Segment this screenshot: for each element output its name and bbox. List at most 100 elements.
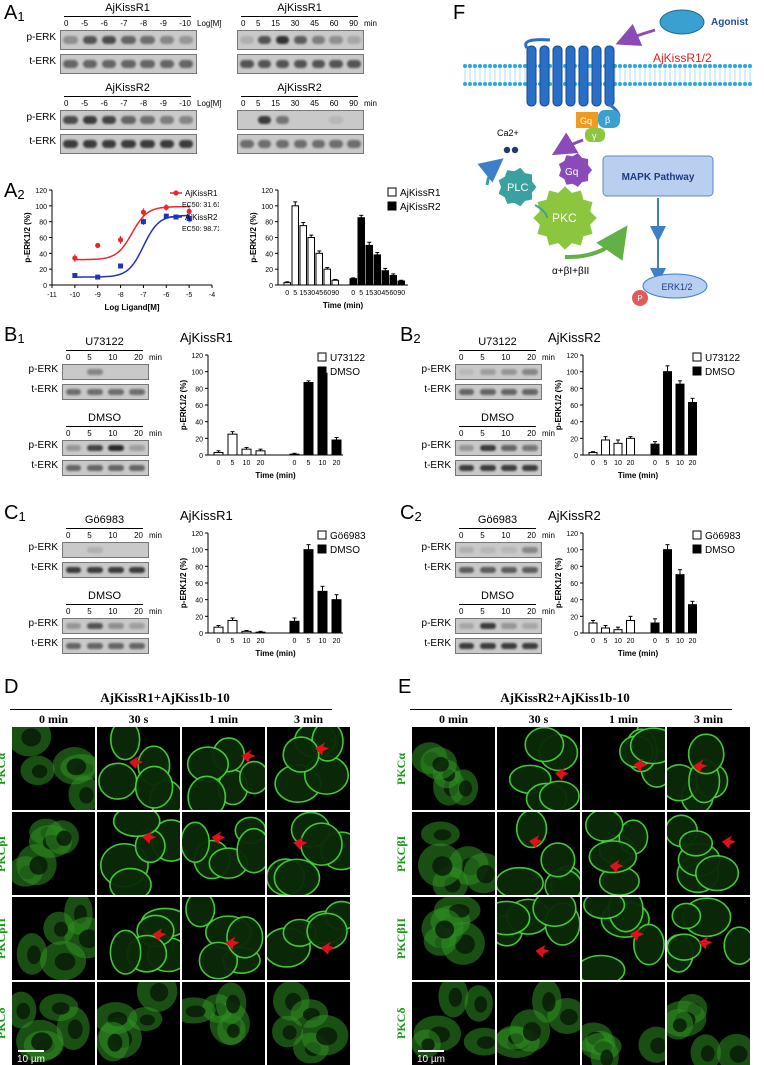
blot-band (501, 465, 517, 471)
y-tick-label: 120 (566, 531, 578, 538)
p-erk-label: p-ERK (421, 618, 451, 629)
y-tick-label: 60 (195, 403, 203, 410)
imaging-title-rule (10, 709, 332, 710)
pkc-row-label: PKCβII (394, 918, 408, 959)
x-tick-label: 10 (243, 460, 251, 467)
confocal-image (667, 982, 750, 1065)
blot-title-rule (64, 96, 191, 97)
x-tick-label: 5 (231, 460, 235, 467)
lane-label: 45 (310, 19, 319, 28)
p-erk-label: p-ERK (28, 440, 58, 451)
x-tick-label: 0 (293, 460, 297, 467)
blot-band (82, 36, 98, 44)
red-arrow-icon (320, 941, 335, 955)
lane-unit: min (149, 429, 162, 438)
confocal-image (267, 982, 350, 1065)
panel-header: AjKissR1 (180, 330, 233, 345)
imaging-title-rule (410, 709, 732, 710)
lane-label: -6 (100, 19, 108, 28)
confocal-image (412, 727, 495, 810)
data-point-AjKissR1 (140, 209, 147, 215)
lane-label: 5 (480, 353, 485, 362)
bar-DMSO (650, 622, 660, 634)
legend-swatch (317, 366, 327, 376)
x-tick-label: -9 (95, 292, 101, 299)
p-erk-blot (62, 364, 149, 380)
bar-DMSO (688, 604, 697, 634)
x-tick-label: 5 (604, 638, 608, 645)
confocal-image (182, 727, 265, 810)
blot-band (522, 389, 539, 395)
blot-band (258, 60, 272, 68)
a2-dose-response-chart: 0 20 40 60 80 100 120 p-ERK1/2 (%) -11 -10 -9 -8 -7 -… (23, 188, 219, 312)
y-tick-label: 40 (195, 598, 203, 605)
p-erk-blot (60, 30, 197, 50)
legend-label: DMSO (705, 367, 735, 378)
x-tick-label: 45 (315, 290, 323, 297)
svg-text:β: β (605, 115, 610, 125)
blot-band (258, 116, 272, 124)
blot-band (82, 116, 98, 124)
c2-bar-chart: 0 20 40 60 80 100 120 p-ERK1/2 (%) 0 5 10 20 0 5 10 20 T… (554, 530, 741, 658)
y-tick-label: 40 (39, 251, 47, 258)
y-tick-label: 80 (570, 564, 578, 571)
confocal-image: 10 µm (12, 982, 95, 1065)
x-tick-label: 5 (359, 290, 363, 297)
x-tick-label: 60 (323, 290, 331, 297)
x-axis-label: Time (min) (323, 301, 364, 310)
x-tick-label: 30 (307, 290, 315, 297)
blot-band (129, 567, 146, 573)
data-point-AjKissR1 (186, 208, 192, 214)
y-tick-label: 100 (35, 204, 47, 211)
data-point-AjKissR1 (117, 237, 124, 243)
blot-band (347, 36, 361, 44)
red-arrow-icon (529, 835, 544, 849)
blot-title: DMSO (88, 412, 121, 424)
y-tick-label: 20 (570, 614, 578, 621)
receptor-label: AjKissR1/2 (653, 51, 712, 65)
blot-band (479, 445, 496, 451)
blot-band (458, 567, 475, 573)
blot-band (458, 547, 475, 553)
p-erk-label: p-ERK (421, 440, 451, 451)
blot-band (129, 445, 146, 451)
blot-band (65, 567, 82, 573)
blot-band (275, 140, 290, 148)
legend-label: Gö6983 (705, 531, 741, 542)
x-tick-label: 0 (293, 638, 297, 645)
x-tick-label: 20 (257, 638, 265, 645)
blot-title-rule (66, 528, 143, 529)
t-erk-blot (455, 384, 542, 400)
x-tick-label: 5 (604, 460, 608, 467)
data-point-AjKissR2 (186, 216, 192, 221)
x-tick-label: -7 (140, 292, 146, 299)
lane-label: 5 (480, 429, 485, 438)
bar-Gö6983 (255, 631, 266, 634)
x-tick-label: 10 (319, 638, 327, 645)
t-erk-blot (62, 562, 149, 578)
y-tick-label: 40 (570, 420, 578, 427)
scale-bar-label: 10 µm (17, 1054, 45, 1065)
confocal-image (497, 812, 580, 895)
lane-label: 20 (527, 353, 536, 362)
lane-label: 0 (459, 607, 464, 616)
blot-band (240, 36, 254, 44)
blot-band (108, 643, 124, 649)
lane-label: 0 (459, 353, 464, 362)
lane-label: 0 (66, 429, 71, 438)
confocal-image (97, 897, 180, 980)
red-arrow-icon (721, 835, 736, 849)
lane-label: 60 (329, 19, 339, 28)
t-erk-label: t-ERK (424, 384, 451, 395)
bar-AjKissR2 (373, 254, 381, 286)
blot-band (63, 60, 78, 68)
svg-text:PLC: PLC (507, 182, 528, 194)
blot-band (329, 36, 343, 44)
lane-labels: 0 -5 -6 -7 -8 -9 -10 (64, 19, 191, 28)
p-erk-label: p-ERK (26, 32, 56, 43)
lane-label: 10 (108, 607, 118, 616)
blot-band (108, 445, 124, 451)
lane-label: 10 (501, 429, 511, 438)
confocal-image (12, 897, 95, 980)
blot-band (65, 445, 82, 451)
